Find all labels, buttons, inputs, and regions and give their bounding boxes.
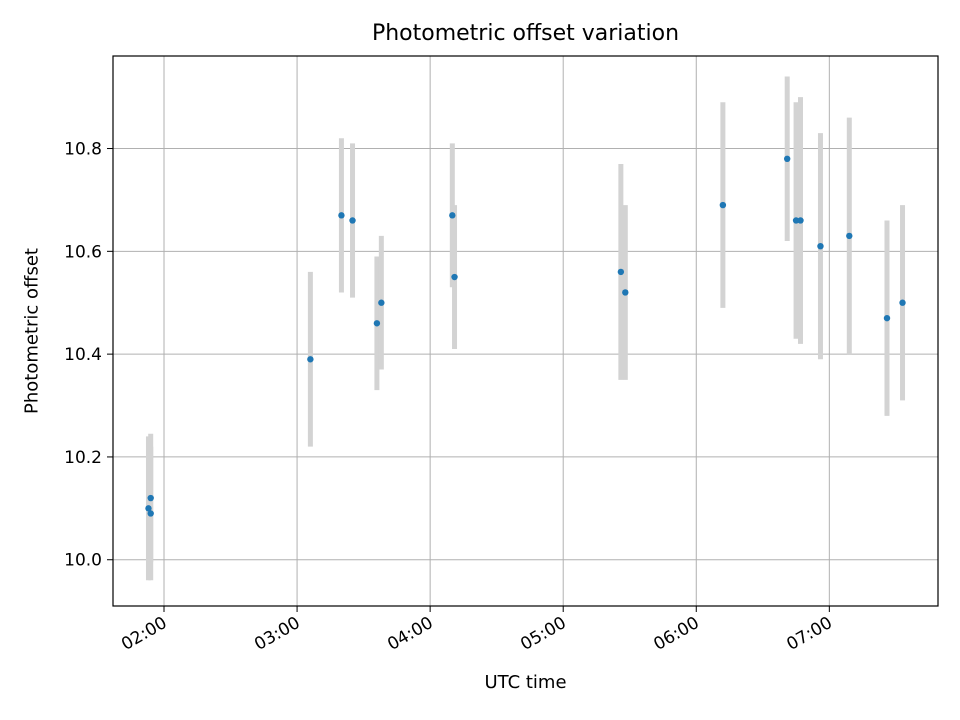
data-point — [817, 242, 824, 250]
x-axis-label: UTC time — [484, 672, 567, 693]
data-point — [378, 299, 385, 306]
x-axis-ticks: 02:00 03:00 04:00 05:00 06:00 07:00 — [118, 606, 836, 655]
grid-lines — [113, 56, 938, 606]
data-point — [451, 273, 458, 281]
x-tick-label: 03:00 — [251, 613, 303, 655]
data-point — [899, 299, 906, 306]
error-bars — [145, 76, 906, 581]
data-point — [349, 217, 356, 224]
x-tick-label: 02:00 — [118, 613, 170, 655]
data-point — [147, 494, 154, 502]
x-tick-label: 05:00 — [517, 613, 569, 655]
data-points — [145, 155, 906, 517]
data-point — [145, 505, 152, 512]
data-point — [846, 232, 853, 240]
data-point — [338, 212, 345, 219]
data-point — [719, 201, 727, 209]
y-axis-ticks: 10.0 10.2 10.4 10.6 10.8 — [64, 140, 113, 571]
x-tick-label: 06:00 — [650, 613, 702, 655]
data-point — [147, 510, 154, 517]
x-tick-label: 04:00 — [384, 613, 436, 655]
data-point — [622, 289, 629, 296]
y-tick-label: 10.0 — [64, 551, 102, 571]
y-tick-label: 10.6 — [64, 242, 102, 262]
data-point — [792, 217, 800, 224]
data-point — [617, 268, 625, 276]
data-point — [883, 314, 891, 322]
x-tick-label: 07:00 — [783, 613, 835, 655]
data-point — [783, 155, 791, 163]
y-tick-label: 10.2 — [64, 448, 102, 468]
data-point — [449, 212, 456, 219]
chart-title: Photometric offset variation — [371, 21, 680, 46]
y-tick-label: 10.4 — [64, 345, 102, 365]
data-point — [373, 320, 381, 327]
data-point — [797, 217, 804, 224]
data-point — [307, 356, 314, 363]
y-tick-label: 10.8 — [64, 140, 102, 160]
plot-frame — [112, 55, 939, 607]
